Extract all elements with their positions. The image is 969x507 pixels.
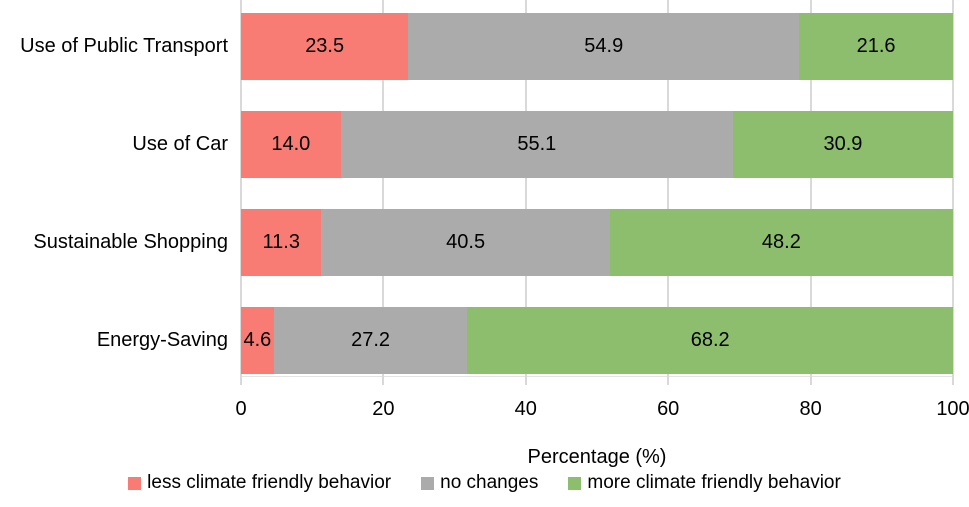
gridline — [382, 0, 385, 376]
segment-more: 21.6 — [799, 13, 953, 80]
legend-item-less: less climate friendly behavior — [128, 472, 391, 494]
legend-swatch-green — [568, 476, 582, 490]
legend-label: less climate friendly behavior — [147, 472, 392, 493]
segment-more: 68.2 — [467, 307, 953, 374]
segment-more: 30.9 — [732, 111, 953, 178]
bar-row-public-transport: Use of Public Transport 23.5 54.9 21.6 — [0, 13, 953, 80]
legend-item-no-changes: no changes — [421, 472, 538, 494]
x-axis-tick — [809, 376, 812, 385]
category-label: Energy-Saving — [96, 329, 228, 351]
gridline — [809, 0, 812, 376]
x-axis-tick — [952, 376, 954, 385]
legend-label: more climate friendly behavior — [587, 472, 841, 493]
segment-less: 11.3 — [241, 209, 322, 276]
gridline — [667, 0, 670, 376]
segment-less: 4.6 — [241, 307, 274, 374]
bar-rows: Use of Public Transport 23.5 54.9 21.6 U… — [0, 13, 953, 374]
stacked-bar: 23.5 54.9 21.6 — [241, 13, 953, 80]
x-tick-label: 60 — [657, 398, 680, 420]
stacked-bar: 11.3 40.5 48.2 — [241, 209, 953, 276]
legend-swatch-gray — [421, 476, 435, 490]
x-tick-label: 20 — [372, 398, 395, 420]
category-label: Use of Public Transport — [20, 35, 228, 57]
x-tick-label: 0 — [235, 398, 247, 420]
segment-no-changes: 55.1 — [340, 111, 733, 178]
legend-swatch-red — [128, 476, 142, 490]
x-axis-tick — [240, 376, 242, 385]
legend: less climate friendly behavior no change… — [0, 472, 969, 494]
gridline — [240, 0, 242, 376]
plot-area — [240, 0, 954, 385]
bar-row-shopping: Sustainable Shopping 11.3 40.5 48.2 — [0, 209, 953, 276]
x-axis-tick — [382, 376, 385, 385]
segment-less: 23.5 — [241, 13, 409, 80]
segment-no-changes: 27.2 — [273, 307, 468, 374]
x-tick-label: 80 — [799, 398, 822, 420]
x-axis-title: Percentage (%) — [527, 446, 667, 468]
bar-row-energy-saving: Energy-Saving 4.6 27.2 68.2 — [0, 307, 953, 374]
segment-more: 48.2 — [609, 209, 953, 276]
x-axis-tick — [667, 376, 670, 385]
x-axis-tick — [524, 376, 527, 385]
bar-row-car: Use of Car 14.0 55.1 30.9 — [0, 111, 953, 178]
gridline — [524, 0, 527, 376]
legend-item-more: more climate friendly behavior — [568, 472, 841, 494]
x-axis: 0 20 40 60 80 100 — [235, 398, 969, 422]
stacked-bar: 4.6 27.2 68.2 — [241, 307, 953, 374]
stacked-bar: 14.0 55.1 30.9 — [241, 111, 953, 178]
category-label: Sustainable Shopping — [33, 231, 228, 253]
segment-less: 14.0 — [241, 111, 341, 178]
segment-no-changes: 40.5 — [321, 209, 610, 276]
segment-no-changes: 54.9 — [408, 13, 800, 80]
legend-label: no changes — [440, 472, 539, 493]
x-tick-label: 100 — [936, 398, 969, 420]
category-label: Use of Car — [132, 133, 228, 155]
x-tick-label: 40 — [514, 398, 537, 420]
gridline — [952, 0, 954, 376]
